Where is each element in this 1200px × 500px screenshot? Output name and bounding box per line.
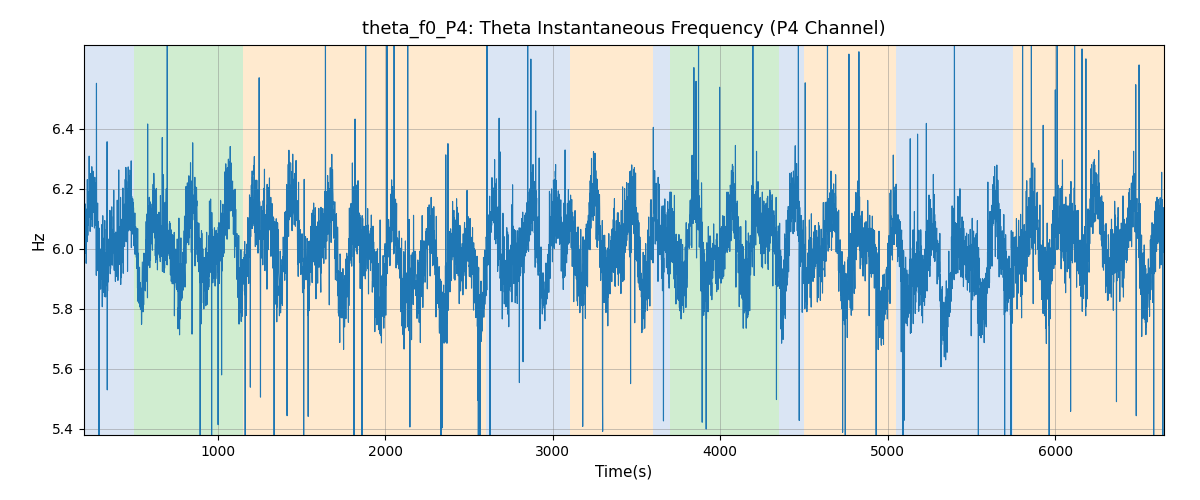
- Bar: [670, 45, 779, 435]
- Bar: [570, 45, 653, 435]
- Bar: [779, 45, 804, 435]
- Bar: [134, 45, 244, 435]
- Bar: [896, 45, 1013, 435]
- Bar: [244, 45, 486, 435]
- Bar: [84, 45, 134, 435]
- Title: theta_f0_P4: Theta Instantaneous Frequency (P4 Channel): theta_f0_P4: Theta Instantaneous Frequen…: [362, 20, 886, 38]
- Bar: [653, 45, 670, 435]
- Y-axis label: Hz: Hz: [31, 230, 47, 250]
- Bar: [486, 45, 570, 435]
- Bar: [804, 45, 896, 435]
- Bar: [1013, 45, 1172, 435]
- X-axis label: Time(s): Time(s): [595, 464, 653, 479]
